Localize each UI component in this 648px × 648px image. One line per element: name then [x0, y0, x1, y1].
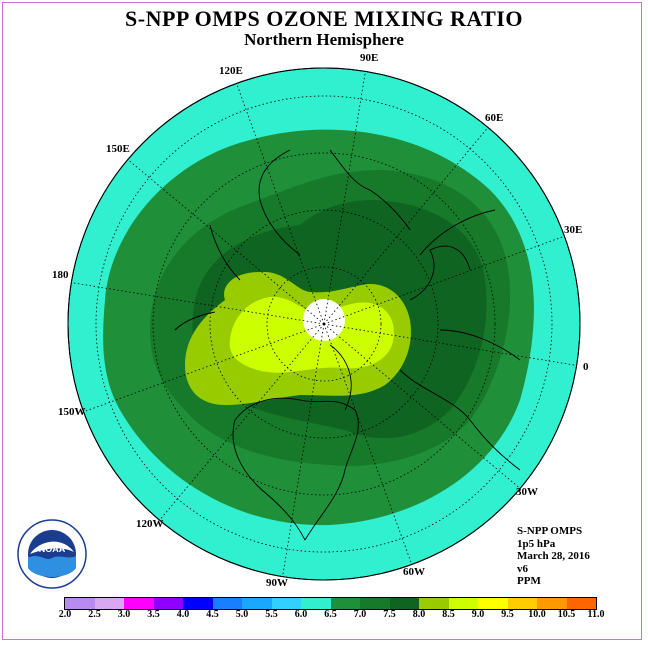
longitude-lines — [68, 68, 580, 580]
logo-text: NOAA — [39, 544, 66, 554]
colorbar-tick-label: 10.0 — [528, 609, 546, 620]
colorbar-tick-label: 5.5 — [265, 609, 278, 620]
info-instrument: S-NPP OMPS — [517, 525, 583, 537]
colorbar-ticks: 2.0 2.5 3.0 3.5 4.0 4.5 5.0 5.5 6.0 6.5 7.0 7.5 8.0 8… — [0, 609, 648, 623]
plot-frame — [2, 2, 642, 640]
colorbar-swatch — [419, 598, 449, 609]
colorbar-swatch — [537, 598, 567, 609]
lon-label-30e: 30E — [564, 224, 582, 236]
colorbar-swatch — [566, 598, 596, 609]
colorbar-tick-label: 4.5 — [206, 609, 219, 620]
colorbar-tick-label: 2.0 — [58, 609, 72, 620]
colorbar-tick-label: 4.0 — [176, 609, 190, 620]
colorbar-tick-label: 8.0 — [412, 609, 426, 620]
lon-label-90w: 90W — [266, 577, 288, 589]
colorbar-tick-label: 6.0 — [294, 609, 308, 620]
colorbar-swatch — [65, 598, 95, 609]
colorbar-swatch — [507, 598, 537, 609]
colorbar-swatch — [478, 598, 508, 609]
map-border — [67, 67, 581, 581]
lon-label-180: 180 — [52, 269, 69, 281]
polar-night-hole — [303, 299, 345, 341]
lon-label-120e: 120E — [219, 65, 243, 77]
colorbar-swatch — [360, 598, 390, 609]
info-units: PPM — [517, 575, 541, 587]
lon-label-30w: 30W — [516, 486, 538, 498]
colorbar-tick-label: 3.5 — [147, 609, 160, 620]
map-subtitle: Northern Hemisphere — [244, 30, 404, 49]
lon-label-120w: 120W — [136, 518, 164, 530]
colorbar-swatch — [330, 598, 360, 609]
colorbar-swatch — [448, 598, 478, 609]
map-title: S-NPP OMPS OZONE MIXING RATIO — [125, 6, 523, 31]
colorbar-tick-label: 8.5 — [442, 609, 455, 620]
colorbar-swatch — [271, 598, 301, 609]
colorbar-swatch — [153, 598, 183, 609]
colorbar-swatch — [124, 598, 154, 609]
colorbar-swatch — [389, 598, 419, 609]
colorbar-swatch — [94, 598, 124, 609]
colorbar-tick-label: 9.0 — [471, 609, 485, 620]
colorbar-tick-label: 10.5 — [557, 609, 576, 620]
lon-label-60e: 60E — [485, 112, 503, 124]
colorbar-tick-label: 9.5 — [501, 609, 514, 620]
colorbar-tick-label: 7.0 — [353, 609, 367, 620]
lon-label-60w: 60W — [403, 566, 425, 578]
colorbar-tick-label: 7.5 — [383, 609, 396, 620]
colorbar-tick-label: 5.0 — [235, 609, 249, 620]
info-level: 1p5 hPa — [517, 537, 556, 550]
colorbar-swatch — [301, 598, 331, 609]
lon-label-90e: 90E — [360, 52, 378, 64]
colorbar — [64, 597, 597, 610]
colorbar-swatch — [183, 598, 213, 609]
colorbar-tick-label: 11.0 — [587, 609, 605, 620]
noaa-logo: NOAA — [17, 519, 87, 589]
colorbar-swatch — [212, 598, 242, 609]
colorbar-tick-label: 6.5 — [324, 609, 337, 620]
lon-label-150w: 150W — [58, 406, 86, 418]
colorbar-tick-label: 2.5 — [88, 609, 101, 620]
colorbar-swatch — [242, 598, 272, 609]
colorbar-tick-label: 3.0 — [117, 609, 131, 620]
info-date: March 28, 2016 — [517, 550, 590, 562]
info-version: v6 — [517, 562, 528, 575]
lon-label-150e: 150E — [106, 143, 130, 155]
lon-label-0: 0 — [583, 361, 589, 373]
coastlines — [174, 149, 521, 541]
latitude-lines — [95, 95, 553, 553]
info-block: S-NPP OMPS 1p5 hPa March 28, 2016 v6 PPM — [517, 525, 590, 588]
